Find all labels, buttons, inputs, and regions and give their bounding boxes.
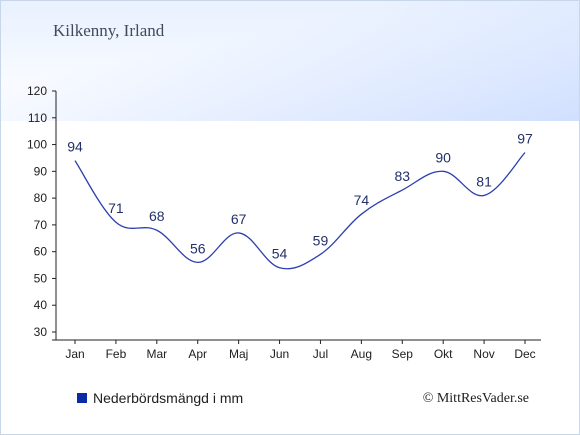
data-label: 81 <box>476 173 492 189</box>
series-line-layer <box>74 152 526 270</box>
x-tick-label: Nov <box>473 347 494 361</box>
y-tick-label: 40 <box>34 298 48 312</box>
x-tick-label: Jun <box>270 347 289 361</box>
x-tick-label: Dec <box>514 347 535 361</box>
data-label: 83 <box>394 168 410 184</box>
y-tick-label: 70 <box>34 218 48 232</box>
data-label: 90 <box>435 149 451 165</box>
series-line <box>74 152 526 270</box>
y-tick-label: 50 <box>34 271 48 285</box>
data-label: 71 <box>108 200 124 216</box>
data-label: 54 <box>272 246 288 262</box>
data-label: 68 <box>149 208 165 224</box>
y-tick-label: 90 <box>34 164 48 178</box>
chart-title: Kilkenny, Irland <box>53 21 165 40</box>
x-tick-label: Feb <box>106 347 127 361</box>
copyright-notice: © MittResVader.se <box>422 391 529 406</box>
data-label: 94 <box>67 139 83 155</box>
legend-swatch <box>77 393 87 403</box>
y-tick-label: 80 <box>34 191 48 205</box>
x-tick-label: Jul <box>313 347 328 361</box>
data-label: 56 <box>190 240 206 256</box>
y-tick-label: 30 <box>34 325 48 339</box>
axes: 30 40 50 60 70 80 90 100 110 120 Jan Feb Mar Apr Maj Ju… <box>27 84 541 361</box>
y-tick-label: 60 <box>34 245 48 259</box>
data-labels-layer: 94 71 68 56 67 54 59 74 83 90 81 97 <box>67 131 533 262</box>
x-tick-label: Jan <box>65 347 84 361</box>
legend-label: Nederbördsmängd i mm <box>93 390 244 406</box>
x-tick-label: Aug <box>351 347 372 361</box>
y-tick-label: 110 <box>28 111 47 125</box>
x-tick-label: Apr <box>188 347 207 361</box>
data-label: 67 <box>231 211 247 227</box>
data-label: 97 <box>517 131 533 147</box>
legend: Nederbördsmängd i mm <box>77 390 243 406</box>
data-label: 59 <box>313 232 329 248</box>
x-tick-label: Maj <box>229 347 248 361</box>
x-tick-label: Okt <box>434 347 453 361</box>
x-tick-label: Mar <box>146 347 167 361</box>
data-label: 74 <box>354 192 370 208</box>
y-tick-label: 100 <box>27 138 47 152</box>
y-tick-label: 120 <box>27 84 47 98</box>
x-tick-label: Sep <box>392 347 414 361</box>
